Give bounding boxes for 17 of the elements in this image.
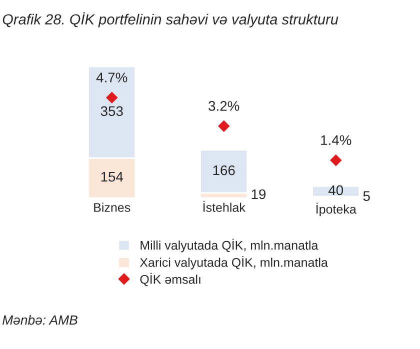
chart-title: Qrafik 28. QİK portfelinin sahəvi və valyuta strukturu — [2, 12, 338, 28]
data-label: 5 — [363, 191, 370, 201]
text: Mənbə: AMB — [2, 315, 78, 325]
x-tick-label: İstehlak — [203, 200, 246, 212]
legend-label: Milli valyutada QİK, mln.manatla — [140, 238, 318, 252]
data-label: 3.2% — [208, 101, 240, 111]
data-label: 40 — [328, 185, 344, 196]
legend-label: Xarici valyutada QİK, mln.manatla — [140, 256, 328, 270]
data-label: 154 — [101, 172, 124, 182]
x-tick-label: Biznes — [94, 202, 130, 212]
data-label: 353 — [100, 106, 123, 116]
data-label: 1.4% — [321, 135, 352, 145]
legend-label: QİK əmsalı — [140, 272, 200, 286]
data-label: 166 — [213, 165, 235, 176]
data-label: 4.7% — [96, 72, 128, 82]
x-tick-label: İpoteka — [316, 202, 356, 216]
data-label: 19 — [252, 189, 266, 200]
